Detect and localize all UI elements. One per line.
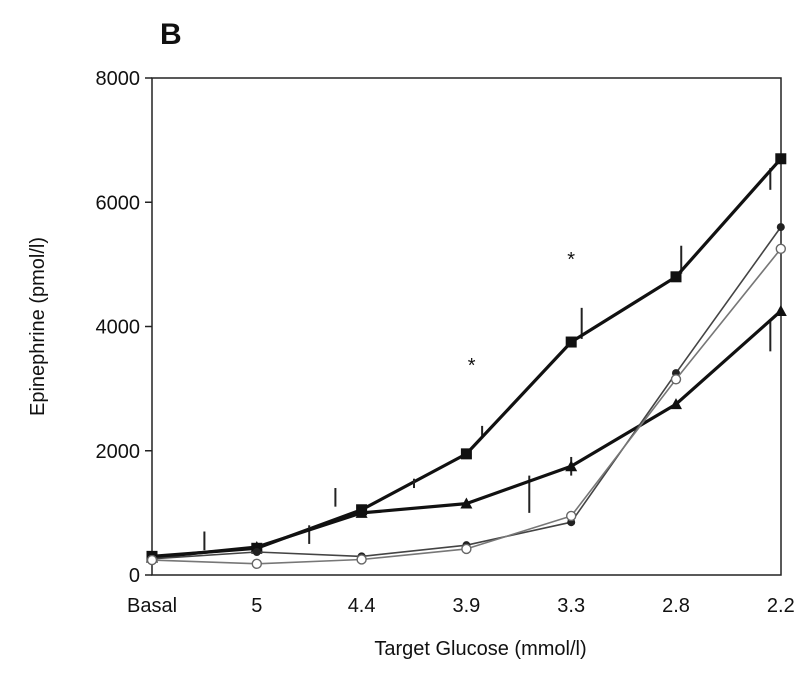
- y-tick-label: 4000: [96, 317, 141, 339]
- x-tick-label: 3.3: [557, 595, 585, 617]
- data-point: [252, 548, 261, 557]
- series-line: [151, 248, 782, 565]
- data-point: [356, 554, 367, 565]
- y-axis-title: Epinephrine (pmol/l): [27, 237, 49, 416]
- data-point: [670, 374, 682, 385]
- x-tick-label: 2.8: [662, 595, 690, 617]
- data-point: [250, 541, 263, 553]
- x-axis-title: Target Glucose (mmol/l): [374, 638, 586, 660]
- data-point: [565, 336, 577, 348]
- data-point: [461, 543, 472, 555]
- series-2: [146, 304, 787, 563]
- data-point: [251, 558, 262, 570]
- x-tick-label: 5: [251, 595, 262, 617]
- data-point: [146, 554, 158, 566]
- data-point: [460, 497, 473, 509]
- significance-marker: *: [468, 355, 476, 377]
- data-point: [774, 304, 787, 316]
- x-tick-label: 2.2: [767, 595, 795, 617]
- significance-marker: *: [567, 249, 575, 271]
- data-point: [566, 510, 577, 522]
- labels-layer: 0 2000 4000 6000 8000 Basal 5 4.4 3.9 3.3 2.8 2.2 Ta…: [27, 68, 795, 660]
- series-layer: [146, 153, 787, 570]
- y-tick-label: 8000: [96, 68, 141, 90]
- series-4: [146, 243, 786, 570]
- x-tick-label: Basal: [127, 595, 177, 617]
- data-point: [775, 153, 787, 165]
- y-tick-label: 6000: [96, 192, 141, 214]
- data-point: [776, 223, 785, 232]
- data-point: [460, 448, 472, 460]
- data-point: [565, 460, 578, 472]
- data-point: [670, 271, 682, 283]
- axes: [145, 77, 782, 576]
- series-line: [151, 309, 782, 560]
- data-point: [670, 398, 682, 410]
- data-point: [355, 506, 368, 518]
- y-tick-label: 2000: [96, 441, 141, 463]
- panel-label: B: [160, 18, 182, 51]
- x-tick-label: 3.9: [452, 595, 480, 617]
- y-tick-label: 0: [129, 565, 140, 587]
- data-point: [775, 243, 786, 255]
- x-tick-label: 4.4: [348, 595, 376, 617]
